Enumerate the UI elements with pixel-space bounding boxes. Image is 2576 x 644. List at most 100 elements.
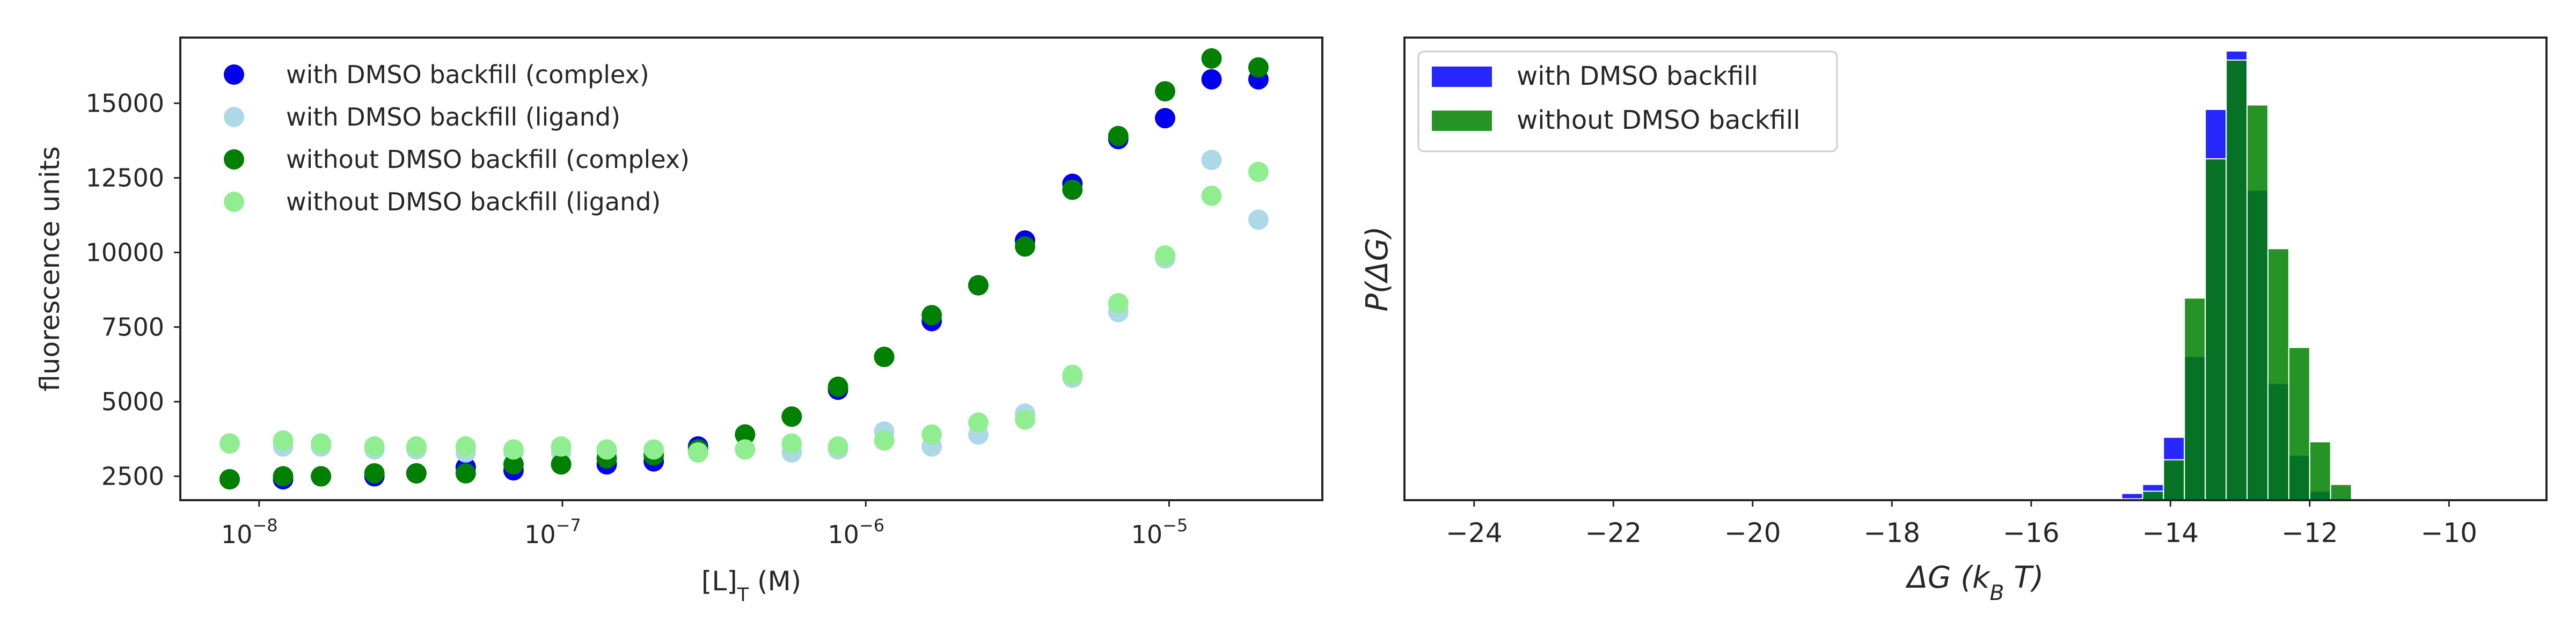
scatter-point [1154,108,1175,129]
x-tick-label: −20 [1724,517,1781,548]
histogram-panel: −24 −22 −20 −18 −16 −14 −12 −10 with DMSO backf… [1360,36,2548,605]
scatter-point [1201,150,1222,171]
y-tick-label: 10000 [86,238,164,267]
scatter-point [455,463,476,484]
histogram-bar [2184,297,2206,501]
scatter-point [1201,185,1222,206]
scatter-point [1015,236,1036,257]
scatter-point [1108,126,1129,147]
x-tick-label: 10−8 [221,515,278,549]
scatter-y-axis-label: fluorescence units [34,146,65,391]
scatter-marks [219,48,1269,490]
scatter-point [735,439,756,460]
scatter-point [968,412,989,433]
scatter-x-axis-label: [L]T (M) [701,566,801,606]
histogram-x-axis-label: ΔG (kB T) [1905,560,2044,605]
legend-label: without DMSO backfill [1517,105,1801,135]
y-tick-label: 12500 [86,163,164,192]
x-tick-label: −22 [1585,517,1642,548]
scatter-plot-frame [179,36,1323,501]
scatter-point [406,463,427,484]
legend-swatch [1432,67,1492,87]
scatter-legend: with DMSO backfill (complex) with DMSO ba… [224,60,690,216]
legend-label: with DMSO backfill [1517,61,1758,91]
x-tick-label: 10−5 [1131,515,1188,549]
histogram-plot-frame [1403,36,2548,501]
histogram-bar [2142,491,2164,501]
scatter-point [273,430,294,451]
scatter-panel: 2500 5000 7500 10000 12500 15000 10−8 10−7 10−6 1… [34,36,1323,606]
scatter-point [1015,409,1036,430]
legend-box [1417,50,1838,152]
histogram-bar [2226,59,2248,501]
scatter-point [828,376,848,397]
scatter-point [311,466,332,487]
legend-swatch [1432,111,1492,131]
scatter-point [687,442,708,463]
scatter-point [735,424,756,445]
y-tick-label: 15000 [86,89,164,118]
scatter-point [1154,81,1175,102]
scatter-point [503,454,524,475]
histogram-bars [2100,50,2352,501]
scatter-tick-labels: 2500 5000 7500 10000 12500 15000 10−8 10−7 10−6 1… [86,89,1188,549]
scatter-point [1154,245,1175,266]
scatter-point [921,305,942,326]
scatter-point [874,430,895,451]
x-tick-label: −24 [1446,517,1503,548]
legend-marker [224,149,244,170]
scatter-point [551,436,572,457]
legend-label: without DMSO backfill (ligand) [286,187,661,216]
x-tick-label: −14 [2142,517,2199,548]
x-tick-label: −10 [2421,517,2478,548]
scatter-point [596,439,617,460]
scatter-point [455,436,476,457]
legend-marker [224,107,244,127]
histogram-bar [2267,248,2289,501]
scatter-point [1248,209,1269,230]
scatter-point [1108,292,1129,313]
scatter-point [968,275,989,296]
scatter-point [781,433,802,454]
scatter-point [311,433,332,454]
histogram-y-axis-label: P(ΔG) [1360,226,1395,311]
scatter-point [1201,48,1222,69]
x-tick-label: 10−7 [524,515,581,549]
histogram-series-2 [2121,59,2352,501]
y-tick-label: 2500 [101,462,164,491]
scatter-point [643,439,664,460]
scatter-point [551,454,572,475]
scatter-point [503,439,524,460]
scatter-point [1062,179,1083,200]
scatter-point [1248,162,1269,182]
legend-label: without DMSO backfill (complex) [286,145,690,174]
scatter-point [364,436,385,457]
legend-marker [224,64,244,85]
legend-marker [224,192,244,212]
scatter-point [406,436,427,457]
x-tick-label: −16 [2003,517,2060,548]
x-tick-label: −12 [2281,517,2338,548]
histogram-legend: with DMSO backfill without DMSO backfill [1417,50,1838,152]
histogram-bar [2246,104,2268,501]
scatter-point [1201,69,1222,90]
scatter-point [921,424,942,445]
histogram-tick-labels: −24 −22 −20 −18 −16 −14 −12 −10 [1446,500,2477,548]
scatter-point [1062,364,1083,385]
y-tick-label: 5000 [101,387,164,416]
histogram-bar [2309,441,2331,501]
scatter-point [781,406,802,427]
scatter-point [1248,57,1269,78]
scatter-point [273,466,294,487]
histogram-bar [2205,158,2227,501]
x-tick-label: 10−6 [828,515,884,549]
scatter-point [219,469,240,490]
legend-label: with DMSO backfill (complex) [286,60,649,89]
legend-label: with DMSO backfill (ligand) [286,103,620,131]
histogram-bar [2163,459,2185,501]
scatter-series-4 [219,162,1269,463]
histogram-bar [2330,484,2352,501]
scatter-point [828,436,848,457]
